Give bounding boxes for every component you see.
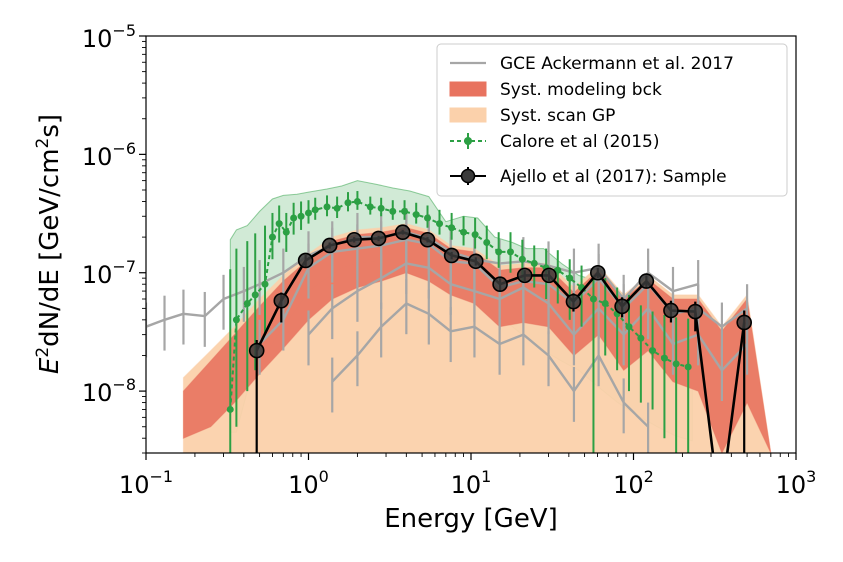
calore-et-al-2015-marker: [672, 360, 680, 368]
x-axis-label: Energy [GeV]: [384, 504, 558, 534]
y-tick-label: 10−8: [82, 375, 136, 407]
calore-et-al-2015-marker: [311, 206, 319, 214]
x-tick-label: 101: [451, 467, 492, 499]
calore-et-al-2015-marker: [377, 204, 385, 212]
calore-et-al-2015-marker: [684, 363, 692, 371]
calore-et-al-2015-marker: [460, 228, 468, 236]
ajello-et-al-2017-sample-marker: [638, 273, 655, 289]
legend-label: GCE Ackermann et al. 2017: [500, 54, 734, 74]
legend-frame: [436, 43, 788, 197]
calore-et-al-2015-marker: [554, 266, 562, 274]
ajello-et-al-2017-sample-marker: [541, 267, 557, 284]
legend-swatch-modeling-bck: [449, 81, 487, 97]
ajello-et-al-2017-sample-marker: [614, 298, 630, 315]
y-tick-label: 10−6: [82, 139, 136, 171]
legend-label: Syst. scan GP: [500, 106, 615, 126]
ajello-et-al-2017-sample-marker: [443, 247, 460, 264]
legend-swatch-scan-gp: [449, 107, 487, 123]
gce-ackermann-et-al-2017-model-4-line: [331, 302, 649, 428]
calore-et-al-2015-marker: [243, 299, 251, 307]
calore-et-al-2015-marker: [637, 334, 645, 342]
calore-et-al-2015-marker: [483, 239, 491, 247]
y-tick-label: 10−5: [82, 21, 136, 53]
calore-et-al-2015-marker: [305, 209, 312, 217]
calore-et-al-2015-marker: [566, 274, 574, 282]
calore-et-al-2015-marker: [660, 354, 668, 362]
syst-modeling-bck-band: [182, 227, 772, 453]
calore-et-al-2015-marker: [290, 214, 298, 222]
calore-et-al-2015-marker: [389, 207, 397, 215]
calore-et-al-2015-marker: [506, 248, 514, 256]
calore-et-al-2015-marker: [282, 228, 290, 236]
ajello-et-al-2017-sample-marker: [663, 302, 679, 319]
ajello-et-al-2017-sample-marker: [248, 342, 265, 359]
plot-area: [146, 180, 772, 453]
calore-et-al-2015-marker: [268, 233, 276, 241]
ajello-et-al-2017-sample-marker: [394, 224, 411, 241]
ajello-et-al-2017-sample-marker: [346, 231, 362, 248]
legend-label: Calore et al (2015): [500, 132, 660, 152]
ajello-et-al-2017-sample-marker: [273, 292, 290, 309]
calore-et-al-2015-marker: [261, 280, 269, 288]
calore-et-al-2015-marker: [471, 231, 479, 239]
y-tick-labels: 10−8 10−7 10−6 10−5: [82, 21, 136, 407]
calore-et-al-2015-marker: [251, 291, 259, 299]
calore-et-al-2015-marker: [297, 212, 305, 220]
calore-et-al-2015-marker: [601, 299, 609, 307]
axis-ticks: [139, 35, 797, 460]
calore-et-al-2015-marker: [353, 197, 361, 205]
x-tick-labels: 10−1 100 101 102 103: [119, 467, 816, 499]
calore-et-al-2015-marker: [232, 316, 240, 324]
ajello-et-al-2017-sample-marker: [321, 237, 338, 254]
calore-et-al-2015-marker: [448, 224, 456, 232]
calore-et-al-2015-marker: [495, 248, 503, 256]
ajello-et-al-2017-sample-marker: [370, 230, 387, 247]
calore-et-al-2015-marker: [333, 204, 341, 212]
y-axis-label: E2dN/dE [GeV/cm2s]: [33, 114, 65, 374]
x-tick-label: 102: [613, 467, 654, 499]
x-tick-label: 100: [288, 467, 329, 499]
calore-et-al-2015-marker: [530, 259, 538, 267]
calore-et-al-2015-marker: [344, 199, 352, 207]
ajello-et-al-2017-sample-marker: [736, 314, 753, 331]
calore-et-al-2015-marker: [226, 405, 234, 413]
x-tick-label: 10−1: [119, 467, 173, 499]
legend-label: Syst. modeling bck: [500, 80, 662, 100]
calore-et-al-2015-marker: [436, 220, 444, 228]
ajello-et-al-2017-sample-marker: [492, 276, 508, 293]
ajello-et-al-2017-sample-marker: [419, 231, 436, 248]
calore-et-al-2015-marker: [401, 207, 409, 215]
calore-et-al-2015-marker: [323, 203, 331, 211]
calore-et-al-2015-marker: [424, 214, 432, 222]
ajello-et-al-2017-sample-marker: [516, 267, 533, 284]
ajello-et-al-2017-sample-marker: [565, 293, 582, 310]
ajello-et-al-2017-sample-marker: [467, 253, 484, 270]
calore-et-al-2015-marker: [366, 203, 374, 211]
ajello-et-al-2017-sample-marker: [590, 264, 606, 281]
calore-et-al-2015-marker: [412, 211, 420, 219]
calore-et-al-2015-marker: [625, 323, 633, 331]
y-tick-label: 10−7: [82, 257, 136, 289]
legend-swatch-calore-marker: [464, 137, 472, 145]
legend-swatch-ajello-marker: [460, 168, 476, 184]
ajello-et-al-2017-sample-marker: [687, 303, 704, 320]
x-tick-label: 103: [776, 467, 817, 499]
calore-et-al-2015-marker: [589, 295, 597, 303]
calore-et-al-2015-marker: [649, 347, 657, 355]
calore-et-al-2015-marker: [518, 255, 526, 263]
calore-et-al-2015-marker: [275, 220, 283, 228]
ajello-et-al-2017-sample-marker: [297, 252, 314, 269]
legend-label: Ajello et al (2017): Sample: [500, 167, 727, 187]
legend: GCE Ackermann et al. 2017 Syst. modeling…: [436, 43, 788, 197]
